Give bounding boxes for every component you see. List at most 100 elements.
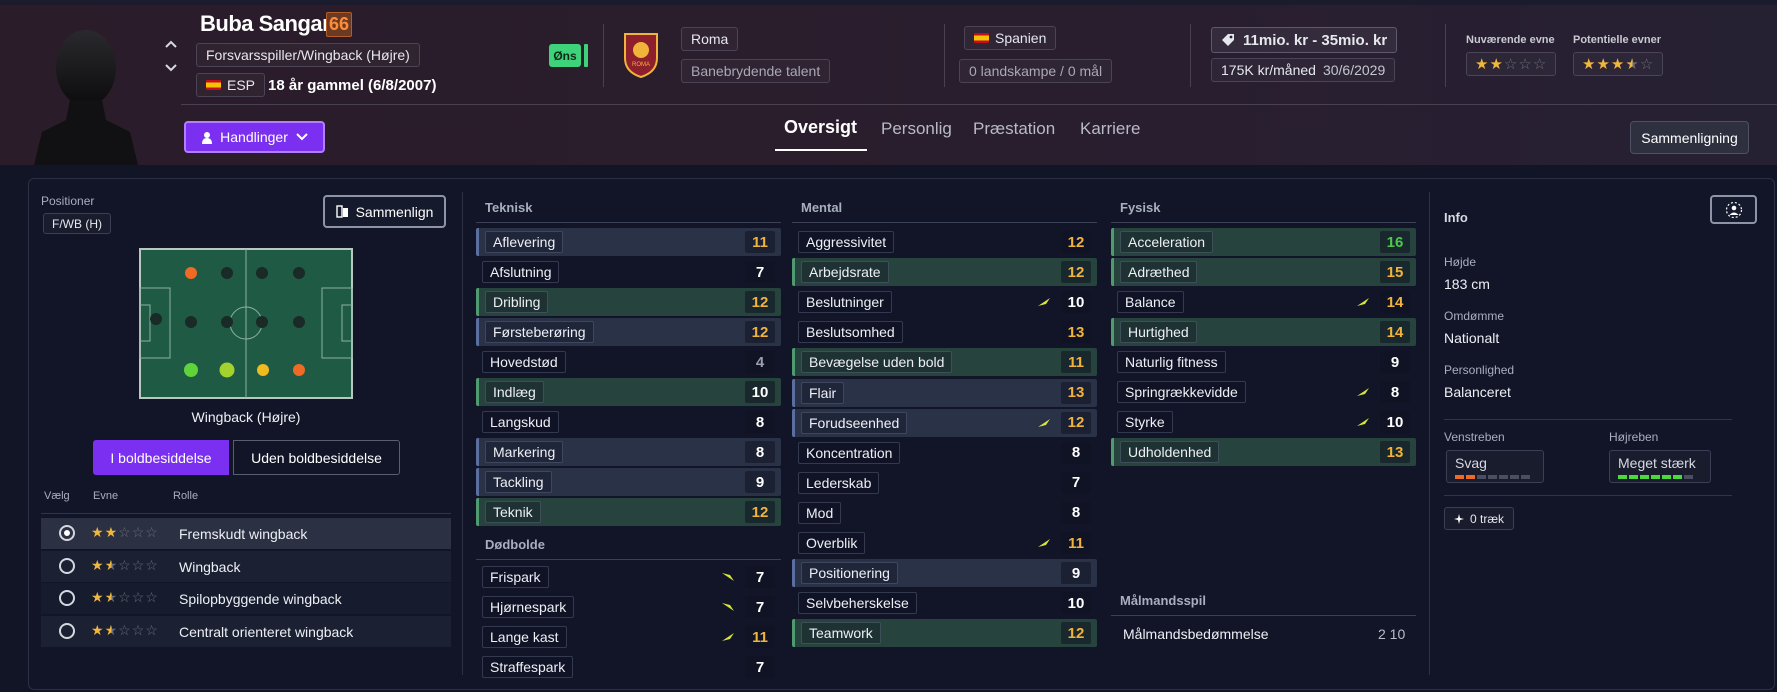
- actions-button[interactable]: Handlinger: [184, 121, 325, 153]
- nationality-code: ESP: [227, 77, 256, 93]
- attribute-row[interactable]: Førsteberøring 12: [476, 318, 781, 346]
- attribute-name: Springrækkevidde: [1117, 381, 1246, 403]
- attribute-name: Beslutninger: [798, 291, 892, 314]
- compare-button[interactable]: Sammenligning: [1630, 121, 1749, 154]
- arrow-up-icon: [1038, 298, 1050, 307]
- attribute-row[interactable]: Hovedstød 4: [476, 348, 781, 376]
- role-radio[interactable]: [59, 525, 75, 541]
- role-row[interactable]: ★★☆☆☆ Fremskudt wingback: [41, 518, 451, 549]
- attribute-row[interactable]: Afslutning 7: [476, 258, 781, 286]
- out-of-possession-toggle[interactable]: Uden boldbesiddelse: [233, 440, 400, 475]
- transfer-value-text: 11mio. kr - 35mio. kr: [1243, 31, 1388, 49]
- attribute-row[interactable]: Positionering 9: [792, 559, 1097, 588]
- foot-bar: [1640, 475, 1649, 479]
- player-name: Buba Sangaré: [200, 11, 342, 36]
- nation-name: Spanien: [995, 30, 1047, 46]
- attribute-row[interactable]: Lederskab 7: [792, 469, 1097, 497]
- role-row[interactable]: ★★☆☆☆ Spilopbyggende wingback: [41, 583, 451, 614]
- arrow-up-icon: [1357, 388, 1369, 396]
- chevron-down-icon: [296, 133, 308, 141]
- position-code: F/WB (H): [43, 213, 111, 234]
- pitch-diagram: [139, 248, 353, 399]
- role-radio[interactable]: [59, 557, 75, 574]
- attribute-name: Positionering: [801, 562, 898, 585]
- attribute-name: Selvbeherskelse: [798, 592, 917, 615]
- attribute-row[interactable]: Styrke 10: [1111, 408, 1416, 436]
- foot-bar: [1466, 475, 1475, 479]
- attribute-row[interactable]: Mod 8: [792, 499, 1097, 527]
- foot-bar: [1684, 475, 1693, 479]
- attribute-row[interactable]: Lange kast 11: [476, 623, 781, 651]
- attribute-row[interactable]: Markering 8: [476, 438, 781, 466]
- attribute-name: Beslutsomhed: [798, 321, 903, 344]
- nation-box[interactable]: Spanien: [964, 26, 1057, 50]
- attribute-row[interactable]: Straffespark 7: [476, 653, 781, 681]
- tab-overview[interactable]: Oversigt: [784, 117, 858, 137]
- attribute-row[interactable]: Langskud 8: [476, 408, 781, 436]
- chevron-up-icon[interactable]: [164, 36, 178, 48]
- attribute-row[interactable]: Hurtighed 14: [1111, 318, 1416, 346]
- chevron-down-icon[interactable]: [164, 60, 178, 72]
- role-title: Wingback (Højre): [191, 409, 301, 425]
- positions-label: Positioner: [41, 194, 95, 208]
- attribute-row[interactable]: Koncentration 8: [792, 439, 1097, 467]
- role-stars: ★★☆☆☆: [91, 621, 159, 638]
- physical-title: Fysisk: [1120, 200, 1161, 215]
- attribute-row[interactable]: Aflevering 11: [476, 228, 781, 256]
- attribute-row[interactable]: Bevægelse uden bold 11: [792, 348, 1097, 377]
- left-foot-box: Svag: [1446, 450, 1544, 483]
- attribute-row[interactable]: Flair 13: [792, 378, 1097, 407]
- traits-button[interactable]: 0 træk: [1444, 507, 1515, 530]
- role-stars: ★★☆☆☆: [91, 589, 159, 605]
- role-name: Fremskudt wingback: [179, 526, 308, 542]
- attribute-row[interactable]: Udholdenhed 13: [1111, 438, 1416, 466]
- attribute-row[interactable]: Selvbeherskelse 10: [792, 589, 1097, 617]
- attribute-row[interactable]: Teamwork 12: [792, 619, 1097, 648]
- wish-badge[interactable]: Øns: [549, 44, 581, 67]
- tab-performance[interactable]: Præstation: [973, 119, 1056, 138]
- attribute-value: 9: [1380, 351, 1410, 373]
- attribute-row[interactable]: Beslutninger 10: [792, 288, 1097, 316]
- role-row[interactable]: ★★☆☆☆ Wingback: [41, 550, 451, 582]
- attribute-row[interactable]: Acceleration 16: [1111, 228, 1416, 256]
- right-foot-box: Meget stærk: [1609, 450, 1711, 483]
- attribute-row[interactable]: Adræthed 15: [1111, 258, 1416, 286]
- reputation-value: Nationalt: [1444, 330, 1500, 346]
- attribute-row[interactable]: Beslutsomhed 13: [792, 318, 1097, 346]
- reputation-label: Omdømme: [1444, 309, 1504, 323]
- attribute-row[interactable]: Forudseenhed 12: [792, 408, 1097, 437]
- role-row[interactable]: ★★☆☆☆ Centralt orienteret wingback: [41, 615, 451, 647]
- club-name[interactable]: Roma: [681, 27, 739, 51]
- attribute-row[interactable]: Teknik 12: [476, 498, 781, 526]
- attribute-row[interactable]: Hjørnespark 7: [476, 593, 781, 621]
- attribute-row[interactable]: Overblik 11: [792, 529, 1097, 557]
- attribute-value: 7: [1061, 471, 1091, 494]
- profile-button[interactable]: [1710, 195, 1757, 224]
- attribute-value: 13: [1380, 441, 1410, 463]
- role-radio[interactable]: [59, 590, 75, 606]
- attribute-name: Langskud: [482, 411, 559, 433]
- attribute-value: 8: [745, 441, 775, 463]
- attribute-name: Tackling: [485, 471, 552, 493]
- attribute-row[interactable]: Tackling 9: [476, 468, 781, 496]
- spain-flag-icon: [974, 33, 989, 43]
- tab-personal[interactable]: Personlig: [881, 119, 952, 138]
- attribute-row[interactable]: Aggressivitet 12: [792, 228, 1097, 256]
- compare-small-button[interactable]: Sammenlign: [323, 195, 446, 228]
- attribute-row[interactable]: Balance 14: [1111, 288, 1416, 316]
- attribute-row[interactable]: Naturlig fitness 9: [1111, 348, 1416, 376]
- in-possession-toggle[interactable]: I boldbesiddelse: [93, 440, 229, 475]
- attribute-row[interactable]: Dribling 12: [476, 288, 781, 316]
- attribute-row[interactable]: Arbejdsrate 12: [792, 258, 1097, 287]
- age-text: 18 år gammel (6/8/2007): [268, 77, 437, 94]
- arrow-down-icon: [722, 573, 734, 581]
- attribute-row[interactable]: Springrækkevidde 8: [1111, 378, 1416, 406]
- attribute-row[interactable]: Frispark 7: [476, 563, 781, 591]
- tab-career[interactable]: Karriere: [1080, 119, 1141, 138]
- role-radio[interactable]: [59, 622, 75, 639]
- attribute-value: 7: [745, 656, 775, 678]
- attribute-name: Førsteberøring: [485, 321, 594, 343]
- attribute-row[interactable]: Indlæg 10: [476, 378, 781, 406]
- attribute-value: 12: [745, 321, 775, 343]
- potential-ability-stars: ★★★★☆: [1573, 52, 1664, 76]
